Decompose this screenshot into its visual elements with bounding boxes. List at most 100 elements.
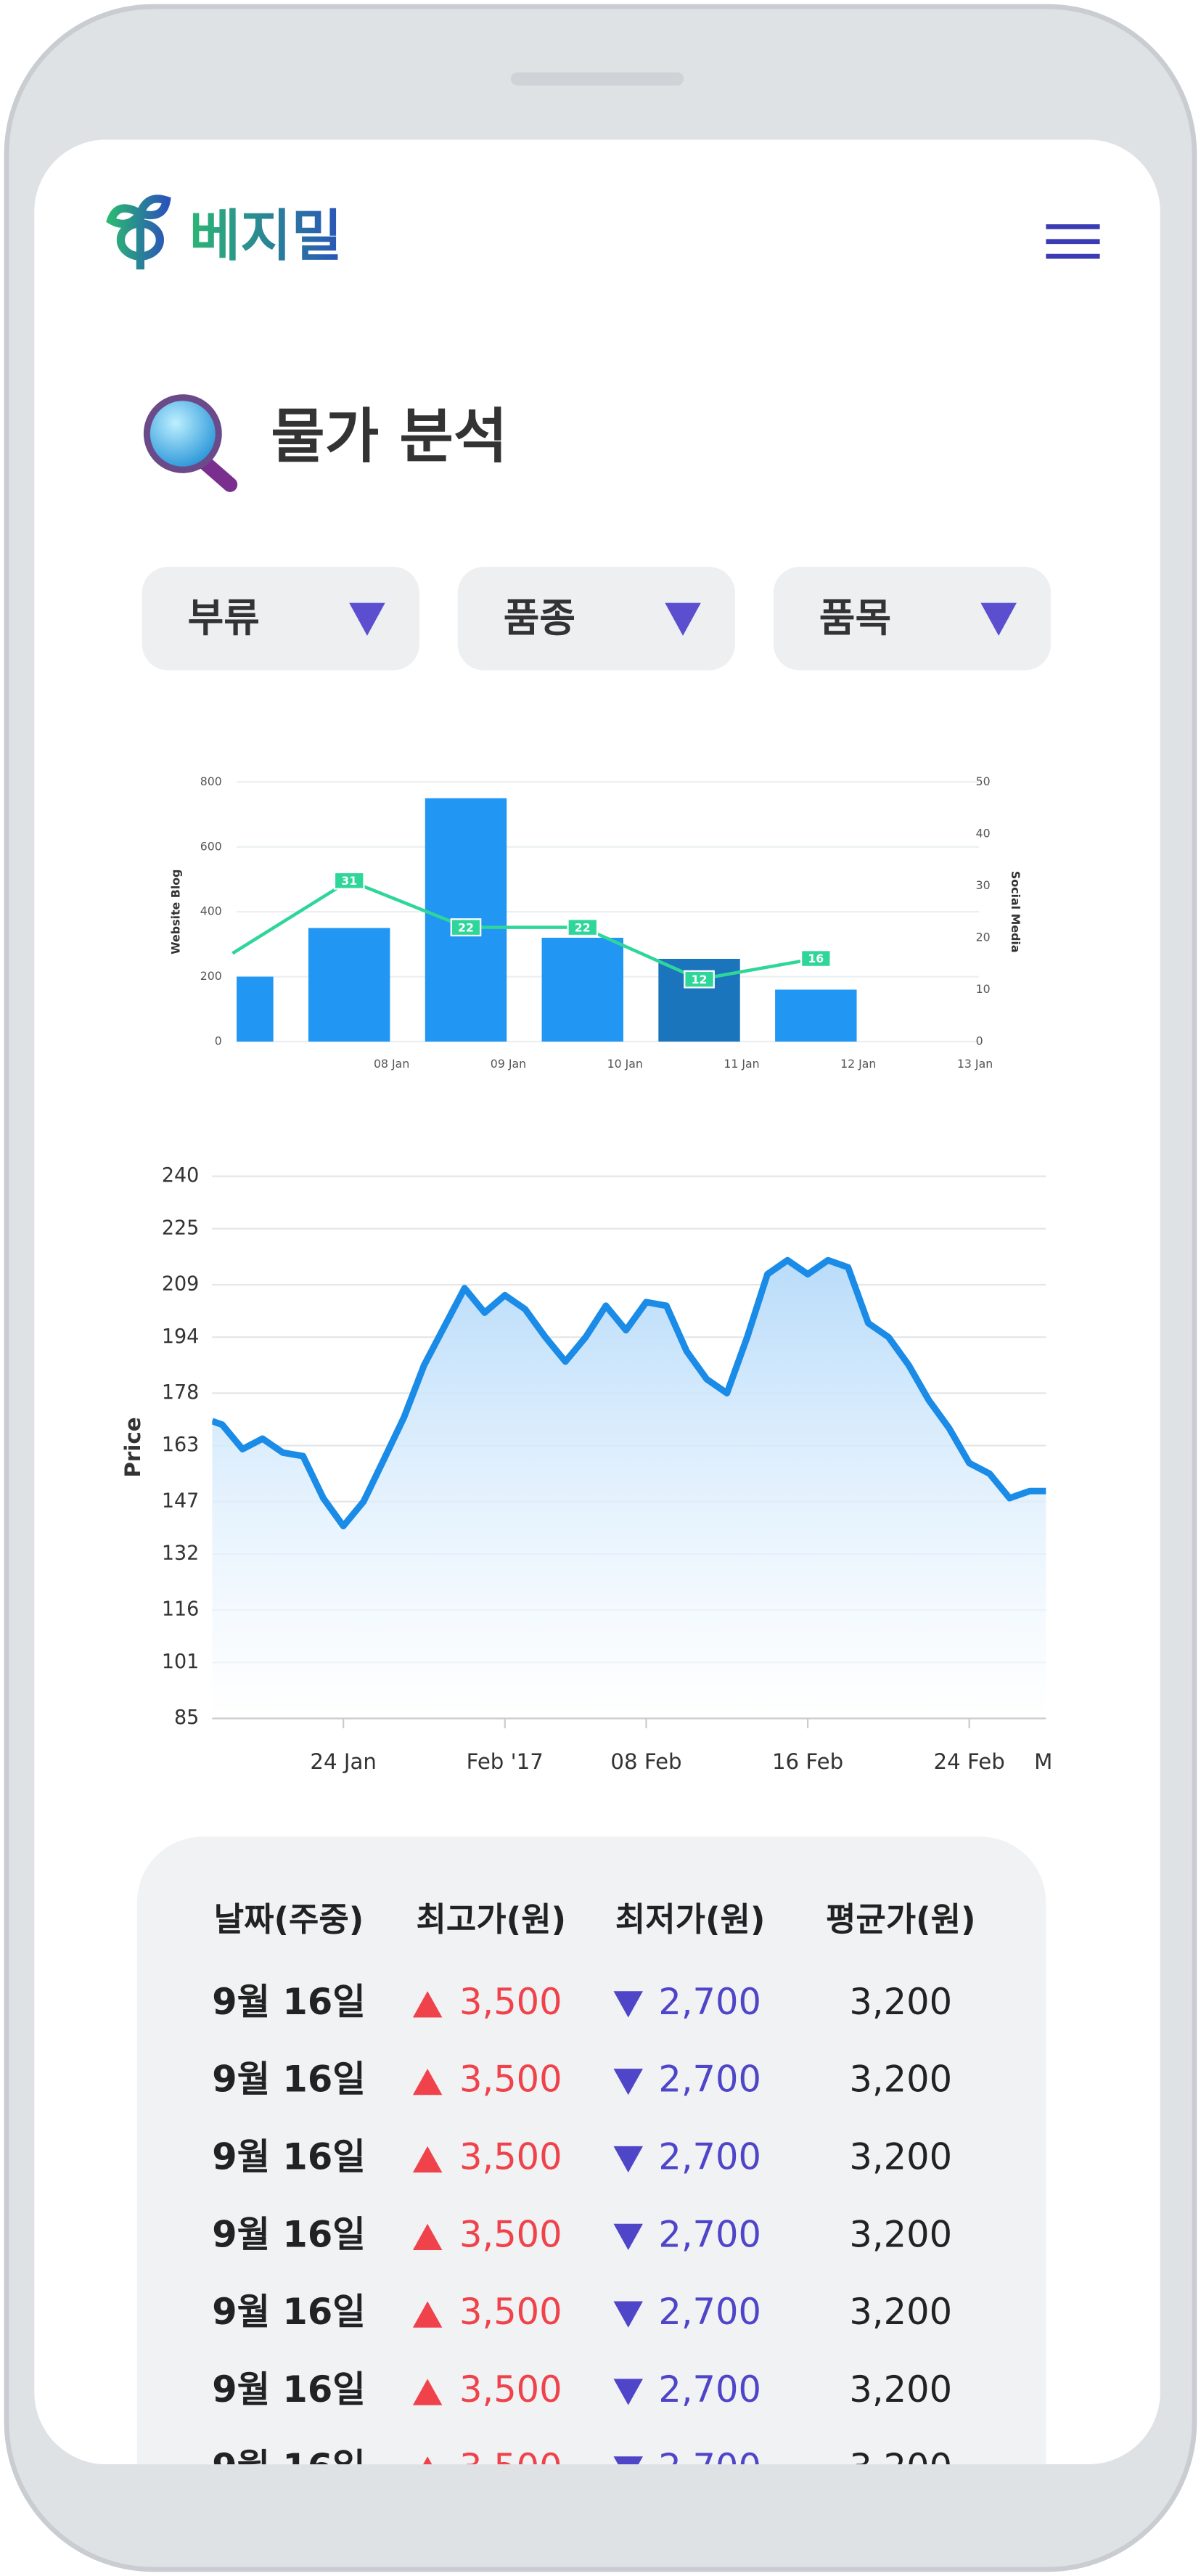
table-cell: 3,200 <box>849 2135 952 2178</box>
y-tick-label: 600 <box>200 839 222 853</box>
column-header: 평균가(원) <box>826 1900 976 1939</box>
price-line <box>212 1256 1046 1529</box>
table-cell: 9월 16일 <box>212 2213 365 2255</box>
data-label: 31 <box>341 874 357 888</box>
y-tick-label: 163 <box>162 1434 199 1456</box>
table-cell: 9월 16일 <box>212 2446 365 2488</box>
x-tick-label: 11 Jan <box>724 1057 759 1071</box>
y-tick-label: 0 <box>215 1034 222 1047</box>
y-tick-label: 147 <box>162 1489 199 1512</box>
menu-button[interactable] <box>1046 224 1100 259</box>
y2-tick-label: 40 <box>976 826 991 840</box>
y-tick-label: 101 <box>162 1651 199 1673</box>
up-arrow <box>412 2379 443 2405</box>
table-cell: 3,200 <box>849 2291 952 2333</box>
y-tick-label: 132 <box>162 1542 199 1564</box>
y-axis-title: Price <box>120 1417 145 1478</box>
x-tick-label: M <box>1034 1749 1052 1774</box>
bar <box>541 937 623 1042</box>
column-header: 최고가(원) <box>417 1900 567 1939</box>
logo-text: 베지밀 <box>189 204 343 269</box>
filter-dropdown[interactable] <box>142 566 419 671</box>
table-cell: 2,700 <box>658 2446 761 2488</box>
y-tick-label: 800 <box>200 774 222 788</box>
y-tick-label: 116 <box>162 1598 199 1621</box>
x-tick-label: 09 Jan <box>491 1057 526 1071</box>
y-tick-label: 178 <box>162 1381 199 1404</box>
down-arrow <box>613 1991 643 2018</box>
column-header: 날짜(주중) <box>214 1900 364 1939</box>
column-header: 최저가(원) <box>615 1900 766 1939</box>
table-cell: 3,500 <box>459 2291 562 2333</box>
table-cell: 2,700 <box>658 2058 761 2101</box>
table-cell: 3,500 <box>459 2058 562 2101</box>
data-label-box <box>684 970 715 989</box>
table-cell: 3,500 <box>459 2135 562 2178</box>
x-tick-label: 10 Jan <box>607 1057 643 1071</box>
down-arrow <box>613 2069 643 2095</box>
data-label-box <box>450 918 482 937</box>
data-label-box <box>800 949 832 968</box>
speaker <box>510 72 684 86</box>
table-cell: 3,500 <box>459 1981 562 2023</box>
bar <box>308 928 390 1042</box>
table-cell: 2,700 <box>658 1981 761 2023</box>
x-tick-label: 08 Feb <box>610 1749 681 1774</box>
table-cell: 2,700 <box>658 2368 761 2411</box>
up-arrow <box>412 2223 443 2250</box>
up-arrow <box>412 2301 443 2328</box>
x-tick-label: 24 Feb <box>934 1749 1005 1774</box>
table-cell: 3,200 <box>849 2446 952 2488</box>
filter-label: 부류 <box>188 595 260 641</box>
bar <box>237 976 274 1042</box>
line-series <box>231 878 816 981</box>
table-cell: 9월 16일 <box>212 2368 365 2411</box>
x-tick-label: 24 Jan <box>310 1749 377 1774</box>
table-cell: 3,500 <box>459 2446 562 2488</box>
table-cell: 9월 16일 <box>212 1981 365 2023</box>
y-axis-title: Website Blog <box>168 870 182 954</box>
filter-dropdown[interactable] <box>457 566 736 671</box>
up-arrow <box>412 2146 443 2173</box>
y-tick-label: 209 <box>162 1272 199 1295</box>
x-tick-label: 13 Jan <box>957 1057 993 1071</box>
down-arrow <box>613 2379 643 2405</box>
up-arrow <box>412 2069 443 2095</box>
data-label: 22 <box>575 920 591 934</box>
x-tick-label: 16 Feb <box>772 1749 843 1774</box>
y2-axis-title: Social Media <box>1009 871 1022 953</box>
plot <box>212 1256 1046 1719</box>
y-tick-label: 240 <box>162 1164 199 1187</box>
table-card <box>136 1836 1046 2465</box>
filter-label: 품종 <box>504 595 575 641</box>
down-arrow <box>613 2223 643 2250</box>
table-cell: 3,500 <box>459 2213 562 2255</box>
data-label-box <box>567 918 599 937</box>
y-tick-label: 225 <box>162 1217 199 1239</box>
down-arrow <box>613 2301 643 2328</box>
table-cell: 9월 16일 <box>212 2058 365 2101</box>
screen: 베지밀 물가 분석 부류 품종 품목 0 200 400 600 800 0 10 20 30 40 5… <box>34 139 1160 2488</box>
plot <box>237 798 857 1042</box>
table-cell: 3,200 <box>849 2368 952 2411</box>
dropdown-arrow <box>349 602 385 636</box>
x-tick-label: 08 Jan <box>374 1057 409 1071</box>
table-cell: 2,700 <box>658 2291 761 2333</box>
y-tick-label: 200 <box>200 969 222 983</box>
filter-dropdown[interactable] <box>773 566 1052 671</box>
table-cell: 9월 16일 <box>212 2135 365 2178</box>
dropdown-arrow <box>980 602 1017 636</box>
y2-tick-label: 50 <box>976 774 991 788</box>
y-tick-label: 85 <box>174 1706 199 1729</box>
dropdown-arrow <box>665 602 701 636</box>
up-arrow <box>412 1991 443 2018</box>
data-label: 12 <box>692 973 708 986</box>
table-cell: 2,700 <box>658 2213 761 2255</box>
y2-tick-label: 10 <box>976 982 991 996</box>
y-tick-label: 400 <box>200 904 222 918</box>
data-label: 22 <box>458 920 474 934</box>
search-icon <box>143 394 238 492</box>
logo-icon <box>106 195 171 270</box>
